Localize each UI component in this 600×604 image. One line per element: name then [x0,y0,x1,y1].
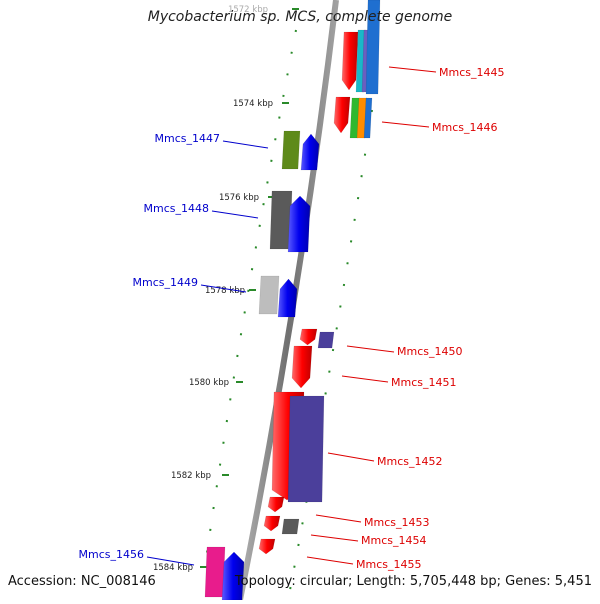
reverse-arrow [333,96,351,134]
tick-marks: 1572 kbp 1574 kbp 1576 kbp 1578 kbp 1580 kbp… [153,5,299,573]
gene-label-mmcs_1450[interactable]: Mmcs_1450 [397,345,462,358]
gene-mmcs_1453 [267,496,285,513]
tick-label: 1578 kbp [205,286,245,296]
cog-block [258,275,280,315]
forward-arrow [277,278,298,318]
gene-mmcs_1451 [291,345,313,389]
accession-text: Accession: NC_008146 [8,574,156,589]
gene-label-mmcs_1452[interactable]: Mmcs_1452 [377,455,442,468]
gene-label-mmcs_1445[interactable]: Mmcs_1445 [439,66,504,79]
label-leader-line [200,284,247,293]
gene-mmcs_1450 [299,328,335,349]
reverse-arrow [267,496,285,513]
gene-mmcs_1449 [258,275,298,318]
gene-label-mmcs_1448[interactable]: Mmcs_1448 [144,202,209,215]
forward-arrow [300,133,320,171]
gene-label-mmcs_1447[interactable]: Mmcs_1447 [155,132,220,145]
tick-label: 1584 kbp [153,563,193,573]
tick-label: 1572 kbp [228,5,268,15]
cog-block [281,518,300,535]
tick-label: 1576 kbp [219,193,259,203]
reverse-arrow [258,538,276,555]
cog-block [365,0,381,95]
gene-mmcs_1446 [333,96,373,139]
cog-block [281,130,301,170]
cog-block [363,97,373,139]
label-leader-line [341,375,389,383]
gene-label-mmcs_1455[interactable]: Mmcs_1455 [356,558,421,571]
gene-mmcs_1455 [258,538,276,555]
reverse-arrow [291,345,313,389]
gene-mmcs_1454 [263,515,300,535]
cog-block [317,331,335,349]
gene-features [204,0,381,601]
label-leader-line [388,66,437,73]
gene-label-mmcs_1456[interactable]: Mmcs_1456 [79,548,144,561]
gene-label-mmcs_1451[interactable]: Mmcs_1451 [391,376,456,389]
genome-summary-text: Topology: circular; Length: 5,705,448 bp… [234,574,592,589]
map-title: Mycobacterium sp. MCS, complete genome [147,9,453,25]
label-leader-line [310,534,359,542]
forward-arrow [287,195,311,253]
label-leader-line [381,121,430,128]
label-leader-line [306,556,354,565]
gene-label-mmcs_1454[interactable]: Mmcs_1454 [361,534,426,547]
gene-label-mmcs_1449[interactable]: Mmcs_1449 [133,276,198,289]
gene-label-mmcs_1453[interactable]: Mmcs_1453 [364,516,429,529]
gene-mmcs_1445 [341,0,381,95]
gene-mmcs_1447 [281,130,320,171]
label-leader-line [222,140,269,149]
label-leader-line [211,210,259,219]
tick-label: 1580 kbp [189,378,229,388]
cog-block [204,546,226,598]
reverse-arrow [299,328,318,346]
label-leader-line [346,345,395,353]
gene-label-mmcs_1446[interactable]: Mmcs_1446 [432,121,497,134]
reverse-arrow [341,31,359,91]
label-leader-line [327,452,375,462]
gene-mmcs_1456 [204,546,245,601]
gene-labels: Mmcs_1445 Mmcs_1446 Mmcs_1447 Mmcs_1448 Mmcs… [79,66,505,571]
reverse-arrow [263,515,281,532]
gene-mmcs_1452 [271,391,325,503]
label-leader-line [146,556,195,566]
label-leader-line [315,514,362,523]
tick-label: 1582 kbp [171,471,211,481]
cog-block [287,395,325,503]
tick-label: 1574 kbp [233,99,273,109]
gene-mmcs_1448 [269,190,311,253]
